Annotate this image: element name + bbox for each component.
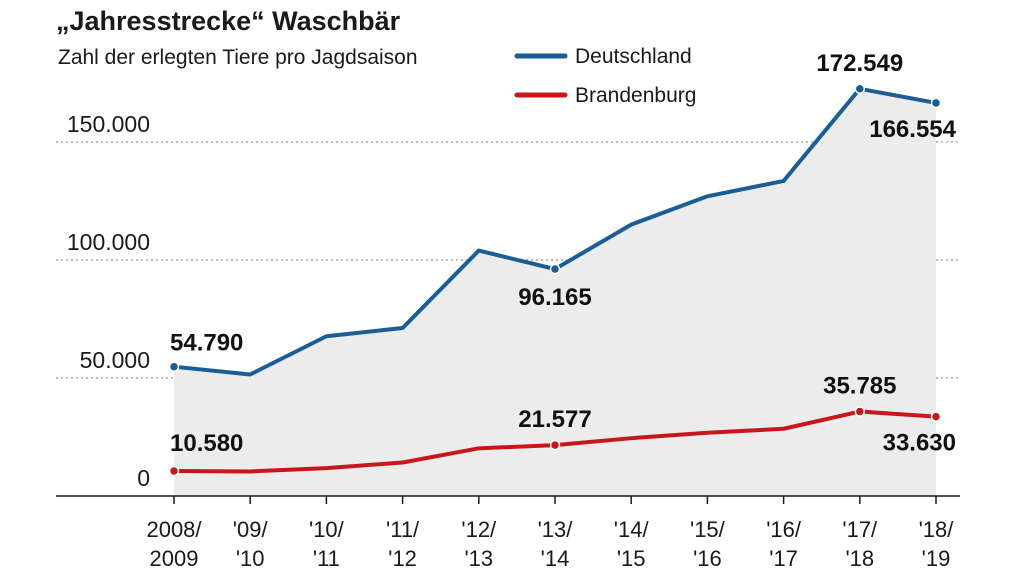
y-tick-label: 100.000 [67, 229, 150, 255]
y-tick-label: 0 [137, 465, 150, 491]
x-tick-label: '15/ [690, 517, 726, 542]
data-point-brandenburg [854, 406, 866, 417]
x-tick-label: '11/ [386, 517, 420, 542]
legend-label-brandenburg: Brandenburg [575, 84, 696, 107]
x-tick-label: '14 [541, 546, 570, 571]
x-tick-label: '12/ [461, 517, 497, 542]
x-tick-label: '13/ [538, 517, 574, 542]
legend: Deutschland Brandenburg [514, 45, 696, 107]
x-tick-label: '16/ [766, 517, 802, 542]
x-tick-label: '13 [464, 546, 493, 571]
x-tick-label: 2009 [150, 546, 199, 571]
data-point-deutschland [930, 97, 942, 109]
data-point-deutschland [854, 83, 866, 95]
x-tick-label: '12 [388, 546, 417, 571]
data-point-deutschland [549, 263, 561, 275]
y-tick-label: 50.000 [80, 347, 150, 373]
data-labels: 54.790 96.165 172.549 166.554 10.580 21.577 35… [170, 50, 957, 457]
series-layer [168, 83, 942, 477]
x-tick-label: '10 [236, 546, 265, 571]
x-tick-label: '16 [693, 546, 722, 571]
x-tick-label: '18 [845, 546, 874, 571]
axes: 2008/2009 '09/ '10 '10/ '11 '11/ '12 '12/ '13 '13… [56, 495, 960, 571]
data-label-brandenburg: 33.630 [883, 430, 956, 457]
x-tick-label: '14/ [614, 517, 650, 542]
data-label-brandenburg: 21.577 [518, 406, 591, 433]
data-label-deutschland: 54.790 [170, 330, 243, 357]
x-tick-label: '15 [617, 546, 646, 571]
x-tick-label: '18/ [919, 517, 955, 542]
chart-subtitle: Zahl der erlegten Tiere pro Jagdsaison [58, 46, 418, 69]
data-label-deutschland: 172.549 [816, 50, 903, 77]
data-label-deutschland: 166.554 [869, 116, 956, 143]
data-point-deutschland [168, 361, 180, 372]
x-tick-label: '09/ [233, 517, 269, 542]
x-tick-label: '19 [922, 546, 951, 571]
x-tick-label: '17/ [842, 517, 878, 542]
x-tick-label: '10/ [309, 517, 345, 542]
y-tick-label: 150.000 [67, 111, 150, 137]
x-tick-label: '17 [769, 546, 798, 571]
data-label-brandenburg: 10.580 [170, 430, 243, 457]
x-tick-label: '11 [313, 546, 340, 571]
chart-title: „Jahresstrecke“ Waschbär [56, 6, 401, 36]
gridlines: 0 50.000 100.000 150.000 [56, 111, 960, 491]
x-tick-label: 2008/ [146, 517, 202, 542]
data-label-brandenburg: 35.785 [823, 373, 896, 400]
data-label-deutschland: 96.165 [518, 284, 591, 311]
data-point-brandenburg [930, 411, 942, 422]
data-point-brandenburg [168, 465, 180, 477]
legend-label-deutschland: Deutschland [575, 45, 692, 68]
data-point-brandenburg [549, 439, 561, 451]
